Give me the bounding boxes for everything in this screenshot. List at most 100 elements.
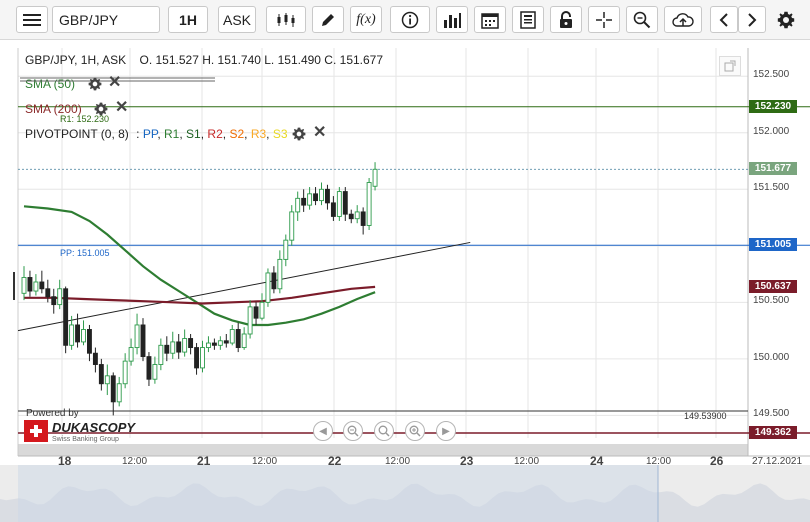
candle-body [241,333,247,349]
sma200-label: SMA (200) [25,102,82,116]
instrument-select[interactable]: GBP/JPY [52,6,160,33]
candle-body [253,306,259,319]
swiss-cross-icon [30,425,42,437]
share-button[interactable] [664,6,702,33]
candle-body [176,341,182,353]
pivot-separator: : [136,127,140,141]
time-axis-label: 24 [590,454,604,468]
pivot-settings[interactable] [292,127,306,146]
candle-body [188,338,194,349]
sma50-close-icon[interactable]: ✕ [108,74,122,91]
toolbar: GBP/JPY 1H ASK f(x) [0,0,810,40]
candle-body [295,197,301,213]
candle-type-button[interactable] [266,6,306,33]
settings-button[interactable] [772,6,800,33]
candle-body [75,324,81,343]
candle-body [122,360,128,385]
info-button[interactable] [390,6,430,33]
pivot-r1: R1 [164,127,180,141]
nav-left-button[interactable]: ◀ [313,421,333,441]
candle-body [247,306,253,335]
zoom-icon [633,11,651,28]
comma: , [200,127,205,141]
candle-body [39,281,45,290]
indicators-button[interactable]: f(x) [350,6,382,33]
right-arrow-icon [748,12,757,27]
price-axis-label: 149.500 [753,408,790,420]
nav-right-button[interactable]: ▶ [436,421,456,441]
support-line-label: 149.53900 [684,411,727,421]
candle-body [63,288,69,346]
pivot-s2: S2 [229,127,245,141]
menu-button[interactable] [16,6,48,33]
zoom-reset-button[interactable] [374,421,394,441]
candle-body [217,340,223,346]
sma200-legend: SMA (200) [25,102,82,116]
sma200-close-icon[interactable]: ✕ [115,99,129,116]
candle-body [348,213,354,220]
scroll-strip [18,444,748,456]
candle-body [116,383,122,403]
scroll-right-button[interactable] [738,6,766,33]
sma200-settings[interactable] [94,102,108,121]
candle-body [128,347,134,362]
candle-body [283,239,289,260]
candle-type-icon [277,12,295,27]
trend-line [17,241,471,332]
chart-canvas[interactable] [0,40,810,522]
expand-button[interactable] [719,56,741,76]
powered-by: Powered by [26,408,79,419]
lock-button[interactable] [550,6,582,33]
timeframe-label: 1H [179,11,197,28]
zoom-in-button[interactable] [405,421,425,441]
chart-area[interactable]: GBP/JPY, 1H, ASK O. 151.527 H. 151.740 L… [0,40,810,522]
nav-left-icon: ◀ [319,425,327,437]
sma200-line [24,285,376,305]
price-axis-label: 150.500 [753,295,790,307]
pivot-close-icon[interactable]: ✕ [313,124,327,141]
time-axis-label: 18 [58,454,72,468]
candle-body [342,191,348,215]
info-icon [401,11,419,28]
sma50-settings[interactable] [88,77,102,96]
nav-right-icon: ▶ [442,425,450,437]
candle-body [134,324,140,349]
time-axis-label: 27.12.2021 [752,456,803,467]
timeframe-button[interactable]: 1H [168,6,208,33]
candle-body [354,211,360,220]
sma50-line [23,205,376,327]
candle-body [45,288,51,298]
zoom-out-button[interactable] [343,421,363,441]
price-side-button[interactable]: ASK [218,6,256,33]
gear-icon [292,127,306,141]
candle-body [366,182,372,226]
calendar-button[interactable] [474,6,506,33]
instrument-label: GBP/JPY [59,11,119,28]
navigator-area [0,483,810,522]
crosshair-icon [596,11,612,28]
comma: , [222,127,227,141]
zoom-reset-icon [378,425,390,437]
drawing-tools-button[interactable] [312,6,344,33]
time-axis-label: 12:00 [252,456,278,467]
candle-body [158,344,164,365]
pivot-label: PIVOTPOINT (0, 8) [25,127,129,141]
price-tag: 150.637 [749,279,797,293]
candle-body [21,277,27,294]
volume-button[interactable] [436,6,468,33]
candle-body [170,341,176,354]
fx-label: f(x) [356,11,376,27]
crosshair-button[interactable] [588,6,620,33]
zoom-button[interactable] [626,6,658,33]
comma: , [179,127,183,141]
price-axis-label: 152.500 [753,69,790,81]
gear-icon [777,11,795,28]
news-button[interactable] [512,6,544,33]
scroll-left-button[interactable] [710,6,738,33]
zoom-out-icon [347,425,359,437]
candle-body [194,347,200,369]
candle-body [104,375,110,385]
menu-icon [23,13,41,26]
price-axis-label: 152.000 [753,125,790,137]
r1-line-label: R1: 152.230 [60,114,110,124]
